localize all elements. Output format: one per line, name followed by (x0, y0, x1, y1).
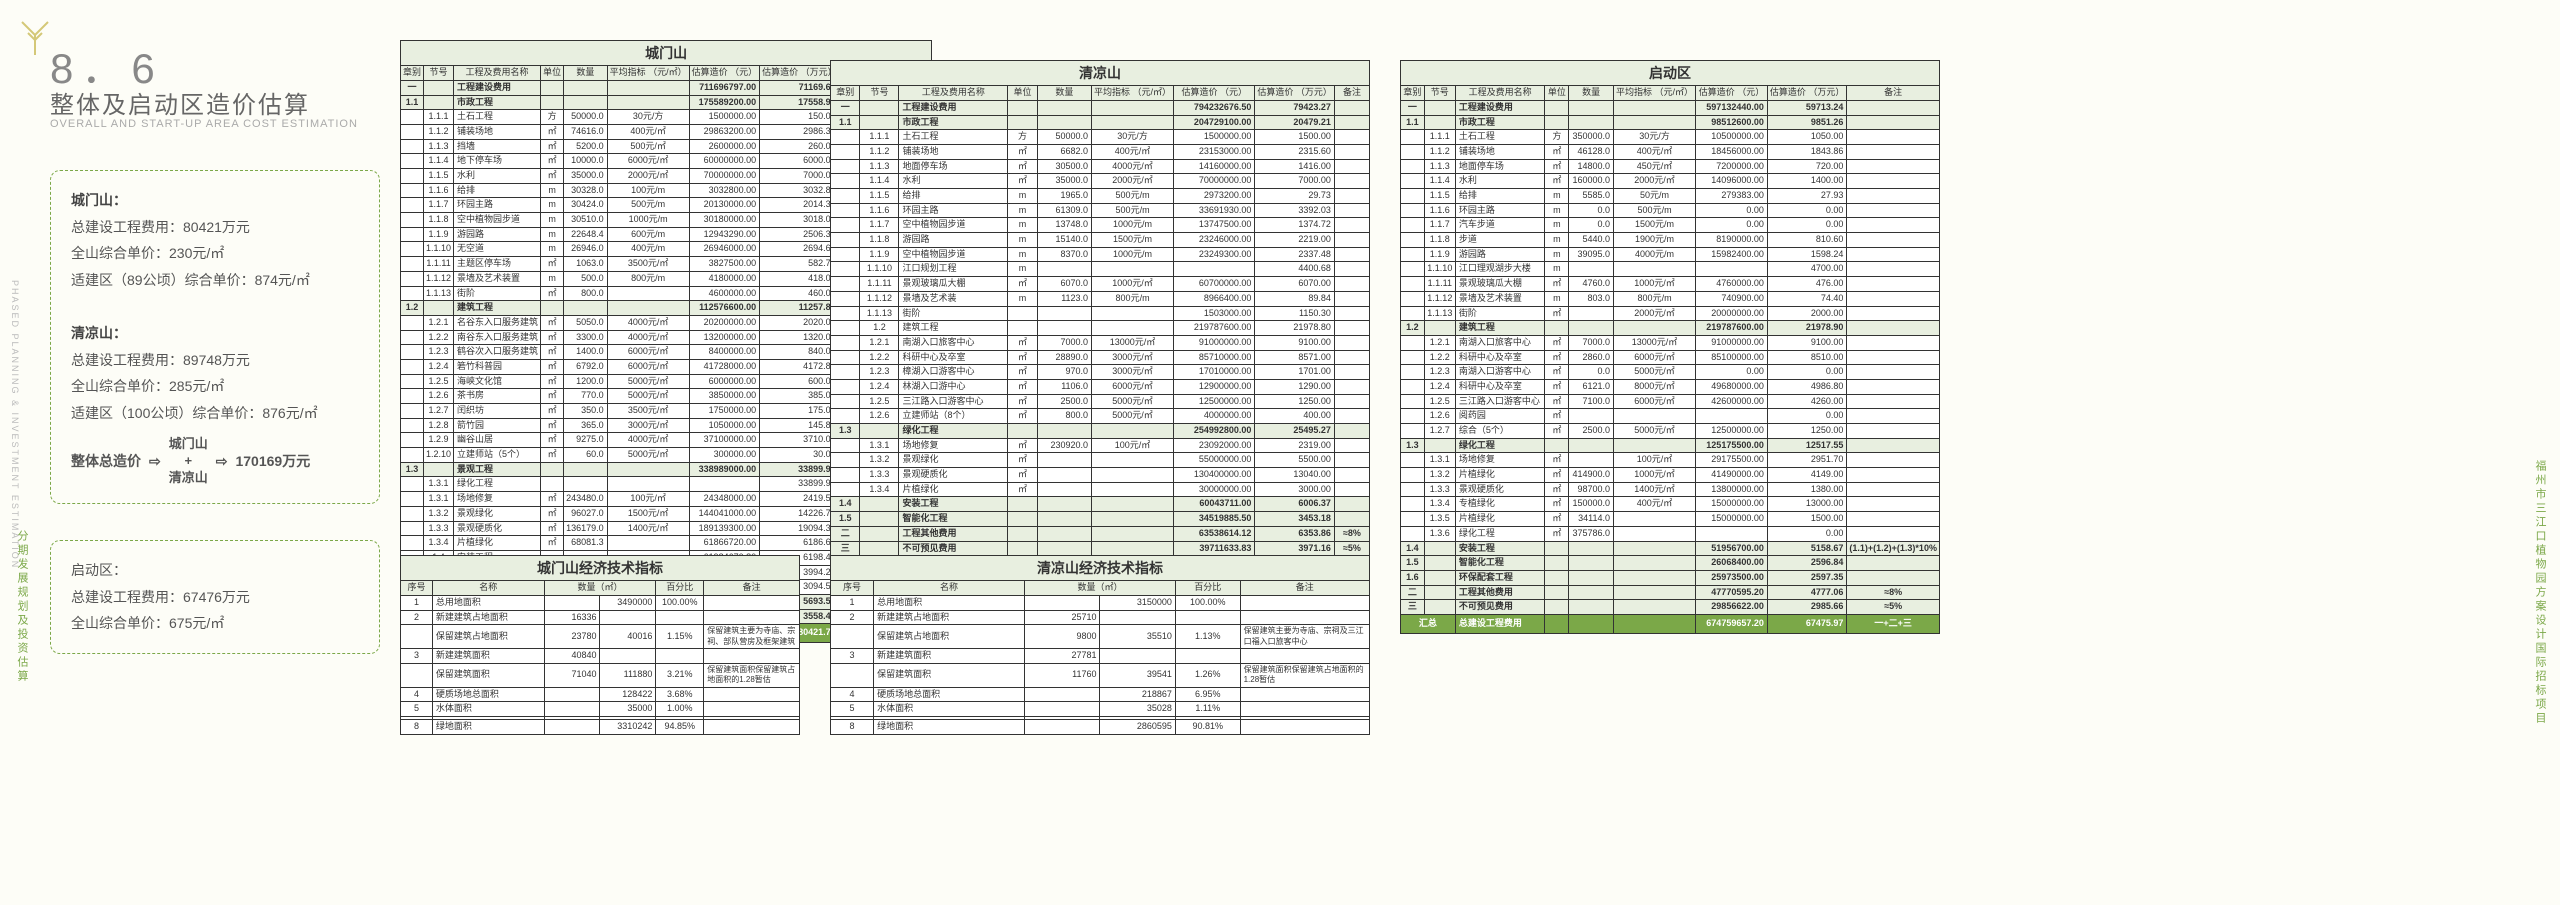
table-row: 1.1.7空中植物园步道m13748.01000元/m13747500.0013… (831, 218, 1370, 233)
table-row: 1.2.3樟湖入口游客中心㎡970.03000元/㎡17010000.00170… (831, 365, 1370, 380)
side-label-right-cn: 福州市三江口植物园方案设计国际招标项目 (2532, 460, 2548, 726)
table-row: 1.2.1南湖入口旅客中心㎡7000.013000元/㎡91000000.009… (831, 335, 1370, 350)
table-row: 1.1.8步道m5440.01900元/m8190000.00810.60 (1401, 233, 1940, 248)
table-row: 1.2.1南湖入口旅客中心㎡7000.013000元/㎡91000000.009… (1401, 335, 1940, 350)
table-row: 1.1.4水利㎡35000.02000元/㎡70000000.007000.00 (831, 174, 1370, 189)
table-row: 保留建筑面积710401118803.21%保留建筑面积保留建筑占地面积的1.2… (401, 663, 800, 687)
table-row: 1.1.11景观玻璃瓜大棚㎡4760.01000元/㎡4760000.00476… (1401, 277, 1940, 292)
table-row: 1.1.10江口理观湖步大楼m4700.00 (1401, 262, 1940, 277)
table-row: 1.2.7综合（5个）㎡2500.05000元/㎡12500000.001250… (1401, 424, 1940, 439)
side-label-left-en: PHASED PLANNING & INVESTMENT ESTIMATION (10, 280, 20, 569)
table-row: 1.3.3景观硬质化㎡98700.01400元/㎡13800000.001380… (1401, 482, 1940, 497)
table-row: 8绿地面积286059590.81% (831, 719, 1370, 734)
table-row: 1.1.11景观玻璃瓜大棚㎡6070.01000元/㎡60700000.0060… (831, 277, 1370, 292)
table-row: 1总用地面积3150000100.00% (831, 595, 1370, 610)
table-category-row: 1.4安装工程51956700.005158.67(1.1)+(1.2)+(1.… (1401, 541, 1940, 556)
table-row: 8绿地面积331024294.85% (401, 719, 800, 734)
table-row: 2新建建筑占地面积16336 (401, 610, 800, 625)
page-title-cn: 整体及启动区造价估算 (50, 85, 310, 120)
table-row: 1.1.8游园路m15140.01500元/m23246000.002219.0… (831, 233, 1370, 248)
table-row: 保留建筑占地面积23780400161.15%保留建筑主要为寺庙、宗祠、部队营房… (401, 625, 800, 649)
table-row: 1.1.6环园主路m0.0500元/m0.000.00 (1401, 203, 1940, 218)
table-category-row: 二工程其他费用47770595.204777.06≈8% (1401, 585, 1940, 600)
table-row: 1.2.2科研中心及卒室㎡2860.06000元/㎡85100000.00851… (1401, 350, 1940, 365)
table-row: 1.2.6立建师站（8个）㎡800.05000元/㎡4000000.00400.… (831, 409, 1370, 424)
table-row: 4硬质场地总面积2188676.95% (831, 687, 1370, 702)
side-label-left-cn: 分期发展规划及投资估算 (14, 530, 30, 684)
table-row: 1.2.2科研中心及卒室㎡28890.03000元/㎡85710000.0085… (831, 350, 1370, 365)
table-row: 1.3.3景观硬质化㎡130400000.0013040.00 (831, 468, 1370, 483)
table-row: 1.2.4科研中心及卒室㎡6121.08000元/㎡49680000.00498… (1401, 379, 1940, 394)
table-row: 1.2.3南湖入口游客中心㎡0.05000元/㎡0.000.00 (1401, 365, 1940, 380)
table-row: 1总用地面积3490000100.00% (401, 595, 800, 610)
table-category-row: 1.1市政工程98512600.009851.26 (1401, 115, 1940, 130)
table-row: 1.2.6阅药园㎡0.00 (1401, 409, 1940, 424)
table-row: 1.3.1场地修复㎡230920.0100元/㎡23092000.002319.… (831, 438, 1370, 453)
table-row: 1.1.13街阶1503000.001150.30 (831, 306, 1370, 321)
table-row: 1.2.5三江路入口游客中心㎡2500.05000元/㎡12500000.001… (831, 394, 1370, 409)
table-row: 1.1.2铺装场地㎡46128.0400元/㎡18456000.001843.8… (1401, 144, 1940, 159)
table-row: 5水体面积350281.11% (831, 702, 1370, 717)
table-row: 3新建建筑面积27781 (831, 649, 1370, 664)
table-row: 1.2建筑工程219787600.0021978.80 (831, 321, 1370, 336)
table-row: 1.3.6绿化工程㎡375786.00.00 (1401, 526, 1940, 541)
table-category-row: 1.5智能化工程26068400.002596.84 (1401, 556, 1940, 571)
table-row: 1.2.4林湖入口游中心㎡1106.06000元/㎡12900000.00129… (831, 379, 1370, 394)
table-row: 1.1.1土石工程方350000.030元/方10500000.001050.0… (1401, 130, 1940, 145)
table-category-row: 1.3绿化工程125175500.0012517.55 (1401, 438, 1940, 453)
table-category-row: 1.1市政工程204729100.0020479.21 (831, 115, 1370, 130)
table-row: 1.3.2景观绿化㎡55000000.005500.00 (831, 453, 1370, 468)
table-category-row: 三不可预见费用29856622.002985.66≈5% (1401, 600, 1940, 615)
table-category-row: 三不可预见费用39711633.833971.16≈5% (831, 541, 1370, 556)
table-row: 1.3.1场地修复㎡100元/㎡29175500.002951.70 (1401, 453, 1940, 468)
table-category-row: 1.5智能化工程34519885.503453.18 (831, 512, 1370, 527)
table-row: 1.3.2片植绿化㎡414900.01000元/㎡41490000.004149… (1401, 468, 1940, 483)
table-row: 1.1.10江口规划工程m4400.68 (831, 262, 1370, 277)
table-row: 1.1.1土石工程方50000.030元/方1500000.001500.00 (831, 130, 1370, 145)
table-header-row: 章别节号工程及费用名称单位数量平均指标 （元/㎡）估算造价 （元）估算造价 （万… (831, 86, 1370, 101)
table-row: 1.1.13街阶㎡2000元/㎡20000000.002000.00 (1401, 306, 1940, 321)
table-header-row: 章别节号工程及费用名称单位数量平均指标 （元/㎡）估算造价 （元）估算造价 （万… (1401, 86, 1940, 101)
table-row: 1.3.4专植绿化㎡150000.0400元/㎡15000000.0013000… (1401, 497, 1940, 512)
table-row: 1.1.4水利㎡160000.02000元/㎡14096000.001400.0… (1401, 174, 1940, 189)
summary-box-mountains: 城门山： 总建设工程费用：80421万元 全山综合单价：230元/㎡ 适建区（8… (50, 170, 380, 504)
summary-box-startup: 启动区： 总建设工程费用：67476万元 全山综合单价：675元/㎡ (50, 540, 380, 654)
table-qingliangshan-indicators: 清凉山经济技术指标 序号名称数量（㎡）百分比备注 1总用地面积315000010… (830, 555, 1370, 735)
table-row: 1.1.9空中植物园步道m8370.01000元/m23249300.00233… (831, 247, 1370, 262)
table-row: 1.1.12景墙及艺术装m1123.0800元/m8966400.0089.84 (831, 291, 1370, 306)
table-category-row: 一工程建设费用597132440.0059713.24 (1401, 100, 1940, 115)
table-row: 1.1.2铺装场地㎡6682.0400元/㎡23153000.002315.60 (831, 144, 1370, 159)
table-chengmenshan-indicators: 城门山经济技术指标 序号名称数量（㎡）百分比备注 1总用地面积349000010… (400, 555, 800, 735)
table-row: 1.1.12景墙及艺术装置m803.0800元/m740900.0074.40 (1401, 291, 1940, 306)
table-row: 1.1.7汽车步道m0.01500元/m0.000.00 (1401, 218, 1940, 233)
table-startup-cost: 启动区 章别节号工程及费用名称单位数量平均指标 （元/㎡）估算造价 （元）估算造… (1400, 60, 1940, 634)
table-row: 1.1.5给排m1965.0500元/m2973200.0029.73 (831, 189, 1370, 204)
table-row: 1.1.6环园主路m61309.0500元/m33691930.003392.0… (831, 203, 1370, 218)
table-category-row: 1.3绿化工程254992800.0025495.27 (831, 424, 1370, 439)
table-row: 保留建筑占地面积9800355101.13%保留建筑主要为寺庙、宗祠及三江口福入… (831, 625, 1370, 649)
table-row: 1.1.3地面停车场㎡14800.0450元/㎡7200000.00720.00 (1401, 159, 1940, 174)
table-row: 5水体面积350001.00% (401, 702, 800, 717)
table-qingliangshan-cost: 清凉山 章别节号工程及费用名称单位数量平均指标 （元/㎡）估算造价 （元）估算造… (830, 60, 1370, 575)
table-row: 1.3.5片植绿化㎡34114.015000000.001500.00 (1401, 512, 1940, 527)
table-row: 3新建建筑面积40840 (401, 649, 800, 664)
table-row: 4硬质场地总面积1284223.68% (401, 687, 800, 702)
page-title-en: OVERALL AND START-UP AREA COST ESTIMATIO… (50, 118, 358, 130)
table-category-row: 1.6环保配套工程25973500.002597.35 (1401, 570, 1940, 585)
table-category-row: 一工程建设费用794232676.5079423.27 (831, 100, 1370, 115)
table-row: 1.1.5给排m5585.050元/m279383.0027.93 (1401, 189, 1940, 204)
table-row: 1.1.9游园路m39095.04000元/m15982400.001598.2… (1401, 247, 1940, 262)
table-row: 1.2.5三江路入口游客中心㎡7100.06000元/㎡42600000.004… (1401, 394, 1940, 409)
table-row: 保留建筑面积11760395411.26%保留建筑面积保留建筑占地面积的1.28… (831, 663, 1370, 687)
table-category-row: 1.2建筑工程219787600.0021978.90 (1401, 321, 1940, 336)
table-category-row: 1.4安装工程60043711.006006.37 (831, 497, 1370, 512)
table-row: 1.3.4片植绿化㎡30000000.003000.00 (831, 482, 1370, 497)
table-row: 2新建建筑占地面积25710 (831, 610, 1370, 625)
table-row: 1.1.3地面停车场㎡30500.04000元/㎡14160000.001416… (831, 159, 1370, 174)
table-category-row: 二工程其他费用63538614.126353.86≈8% (831, 526, 1370, 541)
